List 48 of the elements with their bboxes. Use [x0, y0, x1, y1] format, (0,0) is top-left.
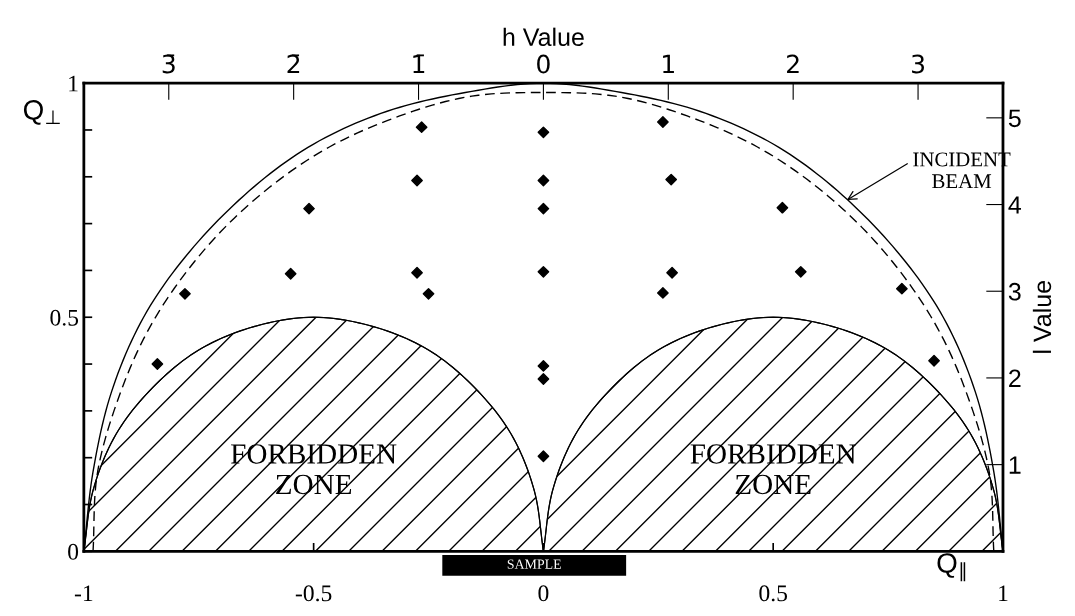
x-axis-title: Q$_{∥}$ — [937, 553, 966, 582]
point — [666, 266, 678, 279]
point — [151, 358, 164, 370]
x2-tick-label: 1 — [663, 54, 674, 74]
point — [537, 373, 550, 385]
point — [179, 287, 191, 300]
y-tick-label: 1 — [69, 75, 78, 92]
point — [657, 116, 669, 128]
point — [537, 126, 550, 139]
y2-tick-label: 2 — [1009, 369, 1021, 387]
point — [537, 174, 550, 187]
point — [422, 287, 435, 300]
y2-tick-label: 4 — [1008, 196, 1022, 214]
y-tick-label: 0 — [68, 543, 79, 560]
x2-tick-label: 2̄ — [287, 54, 300, 74]
point — [537, 202, 550, 215]
y-axis-title: Q$_{⊥}$ — [23, 100, 60, 125]
x2-tick-label: 1̄ — [413, 54, 425, 74]
point — [411, 174, 423, 187]
point — [537, 360, 550, 372]
y2-axis-title: l Value — [1032, 281, 1052, 353]
y-tick-label: 0.5 — [50, 309, 79, 326]
x2-tick-label: 2 — [787, 54, 799, 74]
x2-tick-label: 3 — [912, 54, 925, 74]
text: SAMPLE — [507, 559, 561, 569]
x-tick-label: -1 — [74, 585, 93, 602]
point — [411, 266, 423, 279]
x-tick-label: 1 — [999, 585, 1008, 602]
x-tick-label: 0.5 — [759, 585, 788, 602]
point — [657, 287, 669, 299]
point — [895, 282, 908, 295]
x2-axis-title: h Value — [503, 27, 584, 47]
y2-tick-label: 3 — [1008, 282, 1021, 301]
point — [776, 201, 789, 214]
point — [415, 121, 428, 134]
x-tick-label: 0 — [538, 585, 549, 602]
y2-tick-label: 5 — [1008, 109, 1021, 128]
x2-tick-label: 3̄ — [162, 54, 175, 74]
y2-tick-label: 1 — [1009, 456, 1021, 474]
x-tick-label: -0.5 — [295, 585, 332, 602]
point — [665, 173, 678, 186]
point — [794, 265, 807, 278]
x2-tick-label: 0 — [537, 54, 550, 74]
point — [537, 265, 550, 278]
point — [537, 450, 550, 463]
point — [284, 267, 297, 280]
point — [928, 354, 940, 367]
point — [303, 202, 315, 215]
